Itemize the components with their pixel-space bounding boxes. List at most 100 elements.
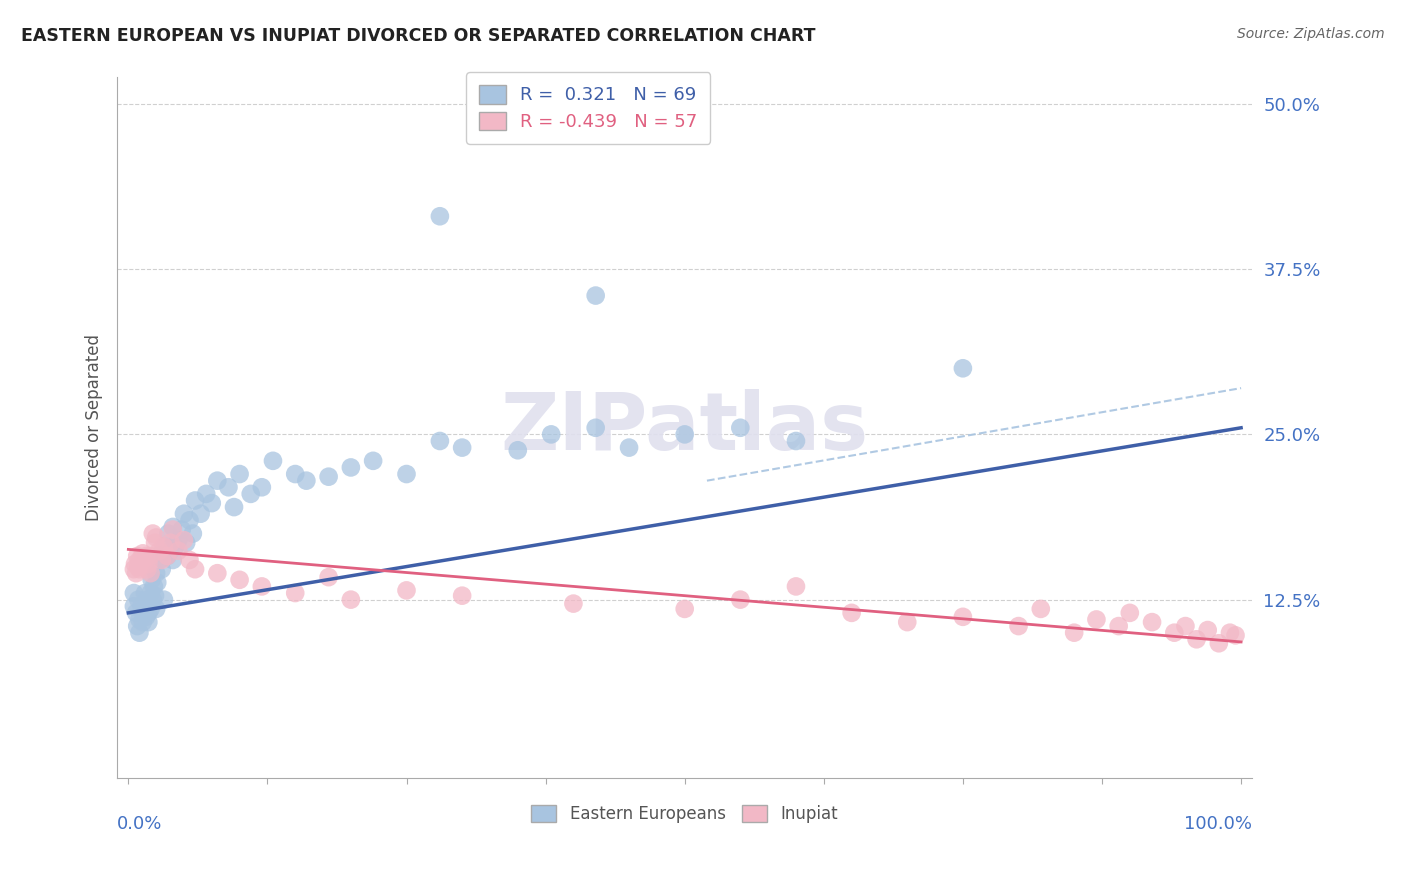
Point: [136, 562, 159, 576]
Point: [132, 546, 155, 560]
Point: [540, 427, 562, 442]
Point: [179, 513, 201, 527]
Point: [1185, 632, 1208, 647]
Point: [451, 441, 474, 455]
Point: [132, 606, 155, 620]
Point: [184, 562, 207, 576]
Point: [318, 469, 340, 483]
Point: [153, 540, 176, 554]
Point: [1163, 625, 1185, 640]
Point: [142, 592, 165, 607]
Point: [1085, 612, 1108, 626]
Point: [179, 553, 201, 567]
Point: [162, 520, 184, 534]
Point: [142, 526, 165, 541]
Point: [127, 559, 149, 574]
Point: [201, 496, 224, 510]
Point: [506, 443, 529, 458]
Point: [139, 566, 162, 581]
Point: [195, 487, 218, 501]
Point: [250, 579, 273, 593]
Point: [145, 602, 167, 616]
Text: 0.0%: 0.0%: [117, 815, 163, 833]
Point: [131, 557, 153, 571]
Point: [134, 602, 156, 616]
Point: [145, 566, 167, 581]
Point: [134, 553, 156, 567]
Point: [190, 507, 212, 521]
Point: [228, 467, 250, 481]
Point: [228, 573, 250, 587]
Text: 100.0%: 100.0%: [1184, 815, 1253, 833]
Point: [1007, 619, 1029, 633]
Point: [135, 610, 157, 624]
Point: [181, 526, 204, 541]
Point: [167, 543, 190, 558]
Point: [139, 586, 162, 600]
Point: [340, 592, 363, 607]
Point: [1174, 619, 1197, 633]
Point: [1208, 636, 1230, 650]
Point: [165, 540, 187, 554]
Point: [162, 553, 184, 567]
Point: [156, 549, 179, 563]
Point: [135, 549, 157, 563]
Point: [148, 553, 170, 567]
Point: [145, 531, 167, 545]
Point: [131, 599, 153, 614]
Point: [250, 480, 273, 494]
Point: [395, 467, 418, 481]
Point: [395, 583, 418, 598]
Point: [207, 474, 229, 488]
Point: [1197, 623, 1219, 637]
Point: [141, 573, 163, 587]
Point: [952, 610, 974, 624]
Point: [284, 467, 307, 481]
Point: [673, 602, 696, 616]
Point: [148, 543, 170, 558]
Point: [157, 526, 180, 541]
Point: [173, 533, 195, 548]
Point: [127, 592, 149, 607]
Point: [122, 562, 145, 576]
Point: [138, 557, 160, 571]
Point: [138, 615, 160, 629]
Point: [239, 487, 262, 501]
Point: [785, 579, 807, 593]
Point: [170, 523, 193, 537]
Text: Source: ZipAtlas.com: Source: ZipAtlas.com: [1237, 27, 1385, 41]
Point: [132, 615, 155, 629]
Point: [841, 606, 863, 620]
Point: [673, 427, 696, 442]
Point: [173, 507, 195, 521]
Point: [295, 474, 318, 488]
Point: [585, 288, 607, 302]
Point: [562, 597, 585, 611]
Point: [128, 553, 150, 567]
Point: [128, 562, 150, 576]
Point: [361, 454, 384, 468]
Point: [122, 586, 145, 600]
Point: [952, 361, 974, 376]
Point: [1108, 619, 1130, 633]
Point: [125, 606, 148, 620]
Text: ZIPatlas: ZIPatlas: [501, 389, 869, 467]
Point: [730, 421, 752, 435]
Point: [207, 566, 229, 581]
Point: [340, 460, 363, 475]
Point: [156, 549, 179, 563]
Point: [284, 586, 307, 600]
Point: [1063, 625, 1085, 640]
Point: [1119, 606, 1142, 620]
Point: [125, 566, 148, 581]
Point: [128, 625, 150, 640]
Point: [159, 543, 181, 558]
Point: [153, 592, 176, 607]
Point: [143, 589, 166, 603]
Point: [730, 592, 752, 607]
Point: [127, 549, 149, 563]
Point: [1225, 628, 1247, 642]
Point: [1219, 625, 1241, 640]
Point: [134, 586, 156, 600]
Point: [429, 434, 451, 448]
